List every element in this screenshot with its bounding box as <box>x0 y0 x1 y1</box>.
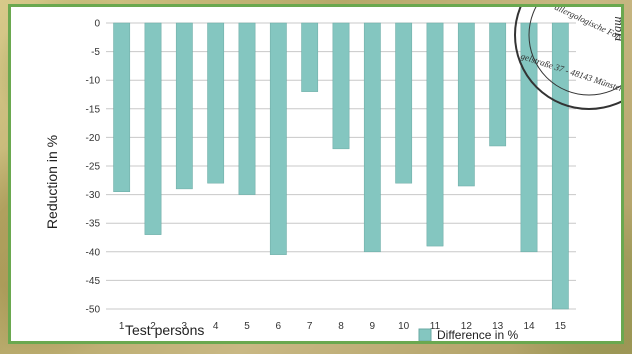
x-tick-label: 15 <box>555 321 567 332</box>
x-tick-label: 5 <box>244 321 250 332</box>
bar-person-8 <box>332 22 350 150</box>
y-tick-labels: 0 -5 -10 -15 -20 -25 -30 -35 -40 -45 -50 <box>86 19 101 316</box>
bar-person-10 <box>395 22 413 184</box>
bar-person-15 <box>551 22 569 310</box>
x-tick-label: 7 <box>307 321 313 332</box>
bar-person-1 <box>113 22 131 192</box>
x-tick-label: 13 <box>492 321 504 332</box>
x-tick-label: 10 <box>398 321 410 332</box>
x-tick-labels: 1 2 3 4 5 6 7 8 9 10 11 12 13 14 15 <box>119 321 566 332</box>
bar-person-9 <box>363 22 381 253</box>
x-tick-label: 11 <box>430 321 441 332</box>
y-tick-label: -40 <box>86 247 101 258</box>
y-tick-label: -15 <box>86 104 101 115</box>
x-axis-title: Test persons <box>125 322 204 338</box>
y-tick-label: -10 <box>86 76 101 87</box>
bar-person-6 <box>269 22 287 255</box>
x-tick-label: 8 <box>338 321 344 332</box>
bar-person-11 <box>426 22 444 247</box>
y-tick-label: -45 <box>86 276 101 287</box>
stamp-text-side: mbH <box>612 16 621 42</box>
bars <box>113 22 569 310</box>
y-tick-label: -25 <box>86 162 101 173</box>
y-tick-label: -30 <box>86 190 101 201</box>
x-tick-label: 2 <box>150 321 156 332</box>
legend: Difference in % <box>418 328 518 341</box>
bar-person-13 <box>489 22 507 147</box>
y-tick-label: -35 <box>86 219 101 230</box>
x-tick-label: 6 <box>276 321 282 332</box>
y-tick-label: 0 <box>94 19 100 30</box>
x-tick-label: 3 <box>182 321 188 332</box>
legend-label: Difference in % <box>437 328 518 341</box>
bar-person-5 <box>238 22 256 195</box>
x-tick-label: 4 <box>213 321 219 332</box>
y-tick-label: -5 <box>91 47 100 58</box>
x-tick-label: 12 <box>461 321 473 332</box>
bar-person-3 <box>175 22 193 190</box>
x-tick-label: 9 <box>370 321 376 332</box>
y-tick-label: -20 <box>86 133 101 144</box>
legend-swatch <box>418 328 432 341</box>
bar-person-12 <box>457 22 475 187</box>
y-tick-label: -50 <box>86 305 101 316</box>
y-axis-title: Reduction in % <box>44 135 60 229</box>
x-tick-label: 1 <box>119 321 125 332</box>
bar-person-7 <box>301 22 319 92</box>
bar-person-4 <box>207 22 225 184</box>
bar-person-2 <box>144 22 162 235</box>
x-tick-label: 14 <box>523 321 535 332</box>
bar-person-14 <box>520 22 538 253</box>
